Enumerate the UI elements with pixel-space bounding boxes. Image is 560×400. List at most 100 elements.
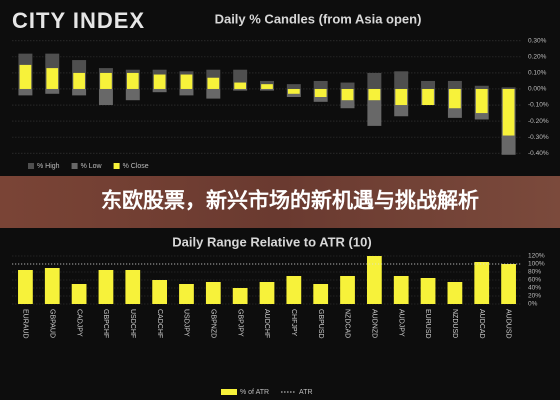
high-bar: [286, 84, 301, 89]
logo: CITY INDEX: [12, 8, 145, 33]
close-bar: [100, 72, 112, 89]
high-bar: [394, 71, 409, 89]
x-tick-label: GBPCHF: [102, 309, 109, 338]
chart-title: Daily Range Relative to ATR (10): [172, 234, 371, 249]
legend-label: % Close: [123, 163, 149, 170]
close-bar: [153, 74, 166, 89]
close-bar: [449, 88, 461, 109]
y-tick-label: -0.10%: [528, 102, 549, 109]
y-tick-label: 120%: [528, 253, 545, 260]
x-tick-label: GBPUSD: [317, 309, 324, 339]
y-tick-label: 0.00%: [528, 86, 547, 93]
close-bar: [475, 88, 488, 114]
x-tick-label: GBPAUD: [48, 309, 55, 338]
x-tick-label: AUDNZD: [371, 309, 378, 338]
x-tick-label: GBPJPY: [236, 309, 243, 337]
close-bar: [73, 72, 85, 89]
low-bar: [233, 88, 248, 91]
x-tick-label: AUDJPY: [397, 309, 404, 337]
close-bar: [502, 88, 515, 136]
legend-swatch: [221, 389, 237, 395]
high-bar: [421, 80, 436, 89]
x-tick-label: NZDCAD: [344, 309, 351, 338]
legend-label: % of ATR: [240, 389, 269, 396]
x-tick-label: EURUSD: [424, 309, 431, 339]
y-tick-label: -0.30%: [528, 134, 549, 141]
legend-label: % High: [37, 163, 60, 170]
close-bar: [395, 88, 408, 106]
high-bar: [501, 87, 516, 89]
banner-text: 东欧股票，新兴市场的新机遇与挑战解析: [101, 189, 479, 213]
legend-swatch: [113, 163, 120, 169]
low-bar: [179, 88, 194, 96]
bar: [366, 256, 382, 304]
y-tick-label: 0%: [528, 301, 538, 308]
banner: [0, 176, 560, 228]
close-bar: [287, 88, 300, 94]
low-bar: [125, 88, 140, 101]
low-bar: [98, 88, 113, 106]
bar: [98, 270, 114, 304]
close-bar: [207, 77, 220, 89]
close-bar: [314, 88, 327, 97]
charts: Daily % Candles (from Asia open) 0.30% 0.2…: [12, 11, 549, 396]
bar: [205, 282, 221, 304]
bar: [447, 282, 463, 304]
x-tick-label: GBPNZD: [209, 309, 216, 338]
high-bar: [313, 80, 328, 89]
close-bar: [234, 82, 247, 89]
high-bar: [447, 80, 462, 89]
y-tick-label: -0.40%: [528, 150, 549, 157]
y-tick-label: 40%: [528, 285, 541, 292]
high-bar: [340, 82, 355, 89]
bar: [179, 284, 194, 304]
close-bar: [46, 68, 59, 89]
x-tick-label: AUDCHF: [263, 309, 270, 338]
x-tick-label: NZDUSD: [451, 309, 458, 338]
bar: [152, 280, 168, 304]
x-tick-label: CADJPY: [75, 309, 82, 337]
y-tick-label: 80%: [528, 269, 541, 276]
y-tick-label: 0.10%: [528, 70, 547, 77]
x-tick-label: USDCHF: [129, 309, 136, 338]
close-bar: [19, 64, 32, 89]
close-bar: [180, 74, 193, 89]
low-bar: [152, 88, 167, 93]
y-tick-label: -0.20%: [528, 118, 549, 125]
bar: [18, 270, 33, 304]
bar: [44, 268, 60, 304]
legend-label: ATR: [299, 389, 312, 396]
low-bar: [72, 88, 87, 96]
y-tick-label: 0.30%: [528, 38, 547, 45]
bar: [340, 276, 355, 304]
high-bar: [474, 85, 489, 89]
legend-label: % Low: [81, 163, 103, 170]
x-tick-label: AUDUSD: [505, 309, 512, 339]
bar: [232, 288, 248, 304]
bar: [501, 264, 516, 304]
close-bar: [368, 88, 381, 101]
close-bar: [126, 72, 139, 89]
x-tick-label: EURAUD: [22, 309, 29, 339]
x-tick-label: CHFJPY: [290, 309, 297, 337]
bar: [71, 284, 87, 304]
bar: [259, 282, 275, 304]
bar: [313, 284, 329, 304]
low-bar: [206, 88, 221, 99]
low-bar: [45, 88, 60, 94]
x-tick-label: USDJPY: [183, 309, 190, 337]
low-bar: [260, 88, 274, 91]
bar: [125, 270, 141, 304]
close-bar: [422, 88, 434, 106]
low-bar: [18, 88, 33, 96]
bar: [474, 262, 490, 304]
bar: [286, 276, 302, 304]
y-tick-label: 20%: [528, 293, 541, 300]
legend-swatch: [71, 163, 78, 169]
y-tick-label: 0.20%: [528, 54, 547, 61]
y-tick-label: 100%: [528, 261, 545, 268]
bar: [393, 276, 409, 304]
y-tick-label: 60%: [528, 277, 541, 284]
close-bar: [261, 84, 273, 89]
